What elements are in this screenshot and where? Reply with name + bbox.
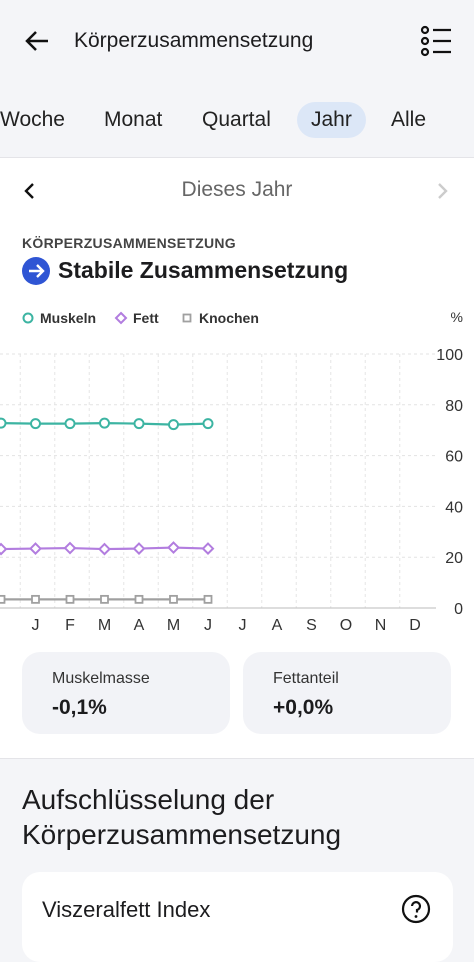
- stat-label: Muskelmasse: [52, 670, 150, 687]
- x-tick-label: O: [340, 617, 352, 634]
- next-button[interactable]: [434, 182, 450, 200]
- point: [29, 542, 42, 555]
- point: [98, 542, 111, 556]
- unit-label: %: [451, 309, 463, 325]
- x-tick-label: N: [375, 617, 387, 634]
- y-tick-label: 60: [445, 449, 463, 466]
- point: [203, 594, 213, 604]
- y-tick-label: 0: [454, 601, 463, 618]
- x-tick-label: M: [167, 617, 180, 634]
- stat-card: Fettanteil +0,0%: [243, 652, 451, 734]
- x-tick-label: D: [409, 617, 421, 634]
- legend-label: Fett: [133, 310, 159, 326]
- tab[interactable]: Woche: [0, 108, 65, 131]
- stat-value: +0,0%: [273, 696, 334, 719]
- x-tick-label: A: [272, 617, 283, 634]
- info-card: Viszeralfett Index: [22, 872, 453, 962]
- tab[interactable]: Monat: [104, 108, 163, 131]
- point: [63, 541, 77, 555]
- point: [133, 418, 145, 430]
- point: [202, 418, 214, 430]
- point: [134, 594, 144, 604]
- tab[interactable]: Alle: [391, 108, 427, 131]
- x-tick-label: F: [65, 617, 75, 634]
- header-title: Körperzusammensetzung: [74, 29, 314, 52]
- legend-marker: [182, 313, 192, 323]
- y-tick-label: 80: [445, 398, 463, 415]
- status-text: Stabile Zusammensetzung: [58, 257, 349, 283]
- point: [64, 418, 76, 430]
- x-tick-label: S: [306, 617, 317, 634]
- x-tick-label: J: [32, 617, 40, 634]
- point: [132, 542, 146, 555]
- back-button[interactable]: [24, 29, 50, 53]
- point: [99, 417, 110, 429]
- stat-label: Fettanteil: [273, 670, 339, 687]
- prev-button[interactable]: [22, 182, 38, 200]
- stat-value: -0,1%: [52, 696, 107, 719]
- chart: 0 20 40 60 80 100% J F M A M J J A S O N D Muskeln Fett Knoc…: [0, 309, 463, 634]
- breakdown-title: Aufschlüsselung der Körperzusammensetzun…: [22, 784, 342, 850]
- point: [0, 542, 8, 556]
- tab[interactable]: Jahr: [297, 102, 366, 138]
- period-label: Dieses Jahr: [181, 178, 293, 201]
- y-tick-label: 100: [436, 347, 463, 364]
- x-tick-label: A: [134, 617, 145, 634]
- point: [201, 542, 215, 555]
- y-tick-label: 40: [445, 499, 463, 516]
- card-title: Viszeralfett Index: [42, 897, 211, 922]
- status-icon: [22, 257, 50, 285]
- legend-label: Knochen: [199, 310, 259, 326]
- x-tick-label: M: [98, 617, 111, 634]
- stat-card: Muskelmasse -0,1%: [22, 652, 230, 734]
- x-tick-label: J: [239, 617, 247, 634]
- x-tick-label: J: [204, 617, 212, 634]
- point: [31, 594, 40, 604]
- tab[interactable]: Quartal: [202, 108, 271, 131]
- menu-button[interactable]: [420, 25, 454, 57]
- y-tick-label: 20: [445, 550, 463, 567]
- point: [65, 594, 75, 604]
- point: [168, 419, 179, 431]
- top-bar: Körperzusammensetzung Woche Monat Quartal J…: [0, 0, 474, 157]
- point: [0, 417, 7, 429]
- legend-marker: [22, 312, 34, 324]
- point: [0, 594, 6, 604]
- section-label: KÖRPERZUSAMMENSETZUNG: [22, 235, 236, 251]
- legend-marker: [114, 311, 128, 325]
- point: [167, 541, 180, 554]
- legend-label: Muskeln: [40, 310, 96, 326]
- help-button[interactable]: [401, 894, 431, 924]
- point: [100, 594, 109, 604]
- point: [169, 594, 178, 604]
- point: [30, 418, 41, 430]
